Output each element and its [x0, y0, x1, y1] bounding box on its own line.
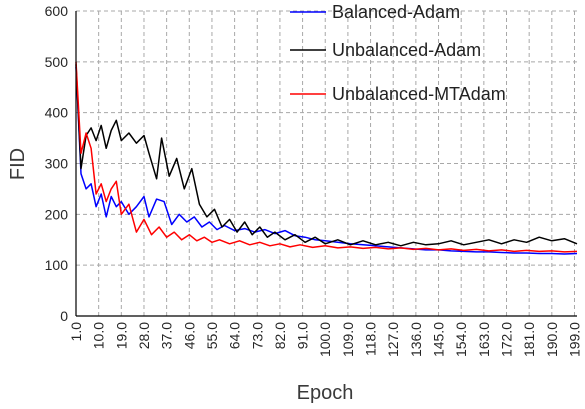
- y-axis-title: FID: [7, 148, 29, 180]
- x-tick-label: 73.0: [249, 322, 265, 349]
- x-tick-label: 154.0: [453, 322, 469, 357]
- axes: [75, 11, 577, 317]
- y-tick-label: 500: [45, 54, 69, 70]
- x-tick-label: 199.0: [566, 322, 582, 357]
- x-tick-label: 109.0: [340, 322, 356, 357]
- x-axis-title: Epoch: [297, 382, 354, 404]
- x-tick-label: 82.0: [272, 322, 288, 349]
- x-tick-label: 46.0: [181, 322, 197, 349]
- x-tick-labels: 1.0 10.0 19.0 28.0 37.0 46.0 55.0 64.0 73.0 82.0 9…: [68, 322, 582, 357]
- y-tick-labels: 0 100 200 300 400 500 600: [45, 3, 69, 324]
- y-tick-label: 600: [45, 3, 69, 19]
- x-tick-label: 163.0: [476, 322, 492, 357]
- x-tick-label: 64.0: [227, 322, 243, 349]
- grid-lines: [75, 10, 577, 316]
- series-line: [75, 64, 578, 247]
- x-tick-label: 55.0: [204, 322, 220, 349]
- series-lines: [75, 61, 578, 255]
- x-tick-label: 37.0: [159, 322, 175, 349]
- x-tick-label: 10.0: [91, 322, 107, 349]
- y-tick-label: 200: [45, 206, 69, 222]
- legend-label: Balanced-Adam: [332, 2, 460, 22]
- x-tick-label: 127.0: [385, 322, 401, 357]
- legend-label: Unbalanced-MTAdam: [332, 84, 506, 104]
- y-tick-label: 300: [45, 156, 69, 172]
- legend: Balanced-Adam Unbalanced-Adam Unbalanced-M…: [290, 2, 506, 104]
- y-tick-label: 100: [45, 257, 69, 273]
- x-tick-label: 190.0: [544, 322, 560, 357]
- x-tick-label: 181.0: [521, 322, 537, 357]
- x-tick-label: 118.0: [363, 322, 379, 356]
- x-tick-label: 136.0: [408, 322, 424, 357]
- x-tick-label: 172.0: [499, 322, 515, 357]
- series-line: [75, 61, 578, 253]
- y-tick-label: 0: [60, 308, 68, 324]
- x-tick-label: 91.0: [295, 322, 311, 349]
- legend-label: Unbalanced-Adam: [332, 40, 481, 60]
- x-tick-label: 19.0: [113, 322, 129, 349]
- x-tick-label: 100.0: [317, 322, 333, 357]
- y-tick-label: 400: [45, 105, 69, 121]
- series-line: [75, 66, 578, 255]
- x-tick-label: 1.0: [68, 322, 84, 342]
- x-tick-label: 28.0: [136, 322, 152, 349]
- x-tick-label: 145.0: [431, 322, 447, 357]
